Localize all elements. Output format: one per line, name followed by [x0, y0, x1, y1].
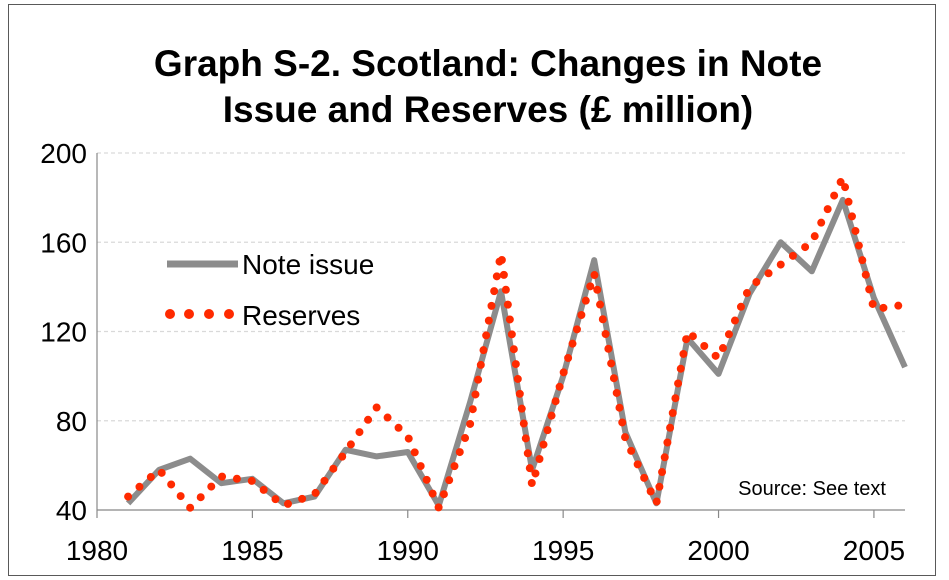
- y-tick-label-80: 80: [56, 406, 87, 437]
- chart-title-line-1: Graph S-2. Scotland: Changes in Note: [154, 43, 822, 84]
- chart-frame: [8, 4, 936, 576]
- chart-title-line-2: Issue and Reserves (£ million): [223, 89, 754, 130]
- axes: 40 80 120 160 200 1980 1985 1990 1995 2000 2005: [40, 138, 905, 566]
- series-line-note-issue: [125, 196, 908, 509]
- legend-reserves-dot: [184, 309, 194, 319]
- source-note: Source: See text: [738, 478, 886, 500]
- y-tick-label-200: 200: [40, 138, 87, 169]
- x-tick-label-1990: 1990: [377, 535, 439, 566]
- legend-reserves-swatch: [165, 309, 234, 319]
- legend-reserves-dot: [165, 309, 175, 319]
- x-tick-label-2005: 2005: [843, 535, 905, 566]
- x-tick-label-1985: 1985: [221, 535, 283, 566]
- x-tick-label-1980: 1980: [66, 535, 128, 566]
- y-tick-label-40: 40: [56, 495, 87, 526]
- y-tick-label-120: 120: [40, 317, 87, 348]
- legend-note-issue-label: Note issue: [242, 249, 374, 280]
- x-tick-label-2000: 2000: [687, 535, 749, 566]
- legend-reserves-dot: [204, 309, 214, 319]
- legend-reserves-label: Reserves: [242, 300, 360, 331]
- legend: Note issue Reserves: [165, 249, 374, 331]
- x-tick-label-1995: 1995: [532, 535, 594, 566]
- y-tick-label-160: 160: [40, 227, 87, 258]
- plot-area: [124, 173, 909, 512]
- gridlines: [97, 152, 905, 422]
- legend-reserves-dot: [224, 309, 234, 319]
- series-line-reserves: [124, 173, 909, 512]
